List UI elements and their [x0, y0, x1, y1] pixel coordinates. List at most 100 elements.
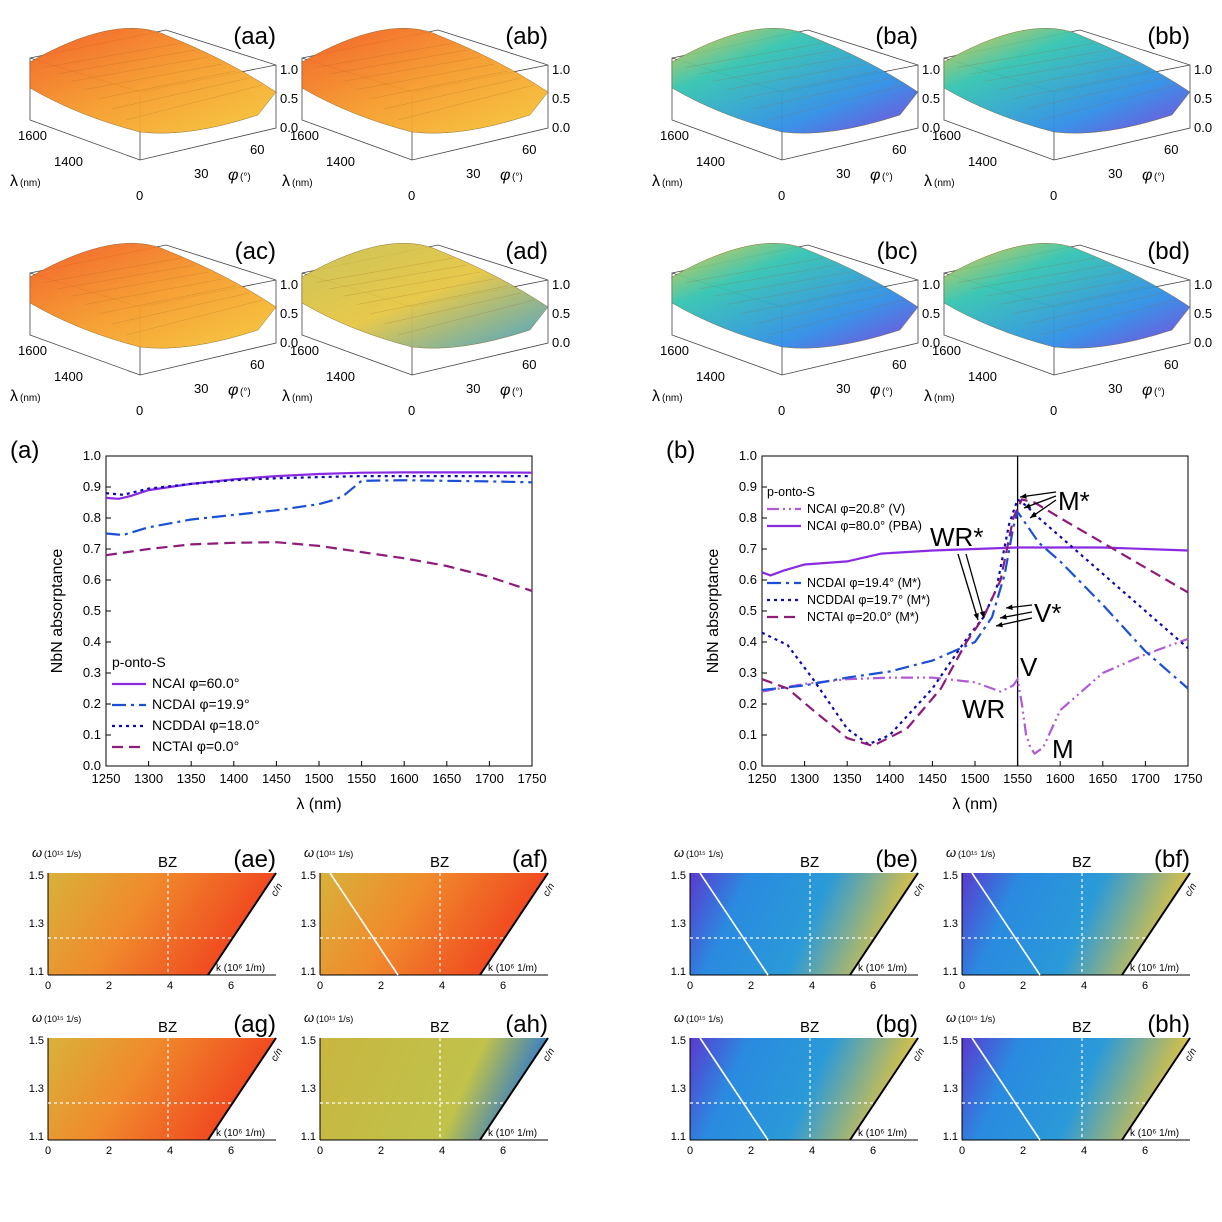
lambda-tick-label: 1600 — [290, 128, 319, 143]
y-axis-label: NbN absorptance — [705, 549, 722, 674]
mesh-line — [985, 56, 1123, 82]
lambda-tick-label: 1600 — [290, 343, 319, 358]
mesh-line — [685, 257, 824, 283]
mesh-line — [1040, 84, 1177, 121]
mesh-line — [713, 271, 851, 297]
phi-tick-label: 30 — [1108, 381, 1122, 396]
x-tick-label: 6 — [870, 1145, 876, 1157]
mesh-line — [384, 292, 522, 325]
lambda-tick-label: 1400 — [696, 369, 725, 384]
mesh-line — [740, 70, 878, 99]
omega-unit: (10¹⁵ 1/s) — [316, 849, 353, 859]
map-panel: (ah) BZ ω (10¹⁵ 1/s) c/n k (10⁶ 1/m) 1.5 1.3 1.1… — [301, 1010, 558, 1157]
x-tick-label: 6 — [870, 980, 876, 992]
annotation-label: V — [1020, 652, 1038, 682]
lambda-tick-label: 1400 — [54, 154, 83, 169]
z-tick-label: 1.0 — [922, 277, 940, 292]
y-tick-label: 0.5 — [83, 603, 101, 618]
z-tick-label: 1.0 — [280, 277, 298, 292]
lambda-tick-label: 1400 — [968, 154, 997, 169]
annotation-label: V* — [1034, 598, 1061, 628]
phi-tick-label: 60 — [250, 357, 264, 372]
lambda-tick-label: 1400 — [326, 369, 355, 384]
cn-label: c/n — [1183, 1046, 1199, 1063]
cn-label: c/n — [541, 1046, 557, 1063]
omega-label: ω — [946, 1010, 956, 1025]
y-tick-label: 0.1 — [739, 727, 757, 742]
panel-label: (ad) — [505, 238, 548, 265]
phi-axis-label: φ — [228, 167, 238, 184]
lambda-tick-label: 1600 — [932, 128, 961, 143]
z-tick-label: 0.0 — [552, 120, 570, 135]
x-tick-label: 1300 — [790, 771, 819, 786]
x-tick-label: 1550 — [1003, 771, 1032, 786]
lambda-unit: (nm) — [20, 178, 41, 189]
x-tick-label: 2 — [378, 1145, 384, 1157]
k-label: k (10⁶ 1/m) — [858, 1128, 907, 1139]
omega-label: ω — [304, 1010, 314, 1025]
surface-mesh — [943, 243, 1191, 349]
phi-tick-label: 60 — [892, 357, 906, 372]
series-line — [761, 546, 1189, 577]
panel-label: (bh) — [1147, 1011, 1190, 1038]
y-tick-label: 0.0 — [83, 758, 101, 773]
lambda-unit: (nm) — [934, 393, 955, 404]
cn-label: c/n — [911, 1046, 927, 1063]
k-label: k (10⁶ 1/m) — [858, 963, 907, 974]
mesh-line — [356, 63, 495, 90]
legend-title: p-onto-S — [112, 654, 166, 670]
x-tick-label: 0 — [317, 1145, 323, 1157]
mesh-line — [384, 77, 522, 110]
x-tick-label: 1750 — [1174, 771, 1203, 786]
map-field — [962, 1038, 1190, 1140]
mesh-line — [985, 271, 1123, 297]
y-tick-label: 0.3 — [83, 665, 101, 680]
y-tick-label: 0.3 — [739, 665, 757, 680]
z-tick-label: 0.0 — [552, 335, 570, 350]
annotation-arrow — [965, 553, 985, 619]
y-tick-label: 1.3 — [301, 1083, 316, 1095]
panel-label: (bd) — [1147, 238, 1190, 265]
z-tick-label: 1.0 — [922, 62, 940, 77]
y-tick-label: 1.3 — [943, 918, 958, 930]
surface-mesh — [671, 28, 919, 134]
mesh-line — [685, 42, 824, 68]
surface-mesh — [943, 28, 1191, 134]
x-tick-label: 0 — [959, 1145, 965, 1157]
z-tick-label: 1.0 — [552, 62, 570, 77]
lambda-unit: (nm) — [662, 393, 683, 404]
cn-label: c/n — [269, 881, 285, 898]
phi-tick-label: 30 — [194, 166, 208, 181]
y-tick-label: 1.3 — [671, 1083, 686, 1095]
phi-tick-label: 30 — [836, 381, 850, 396]
phi-tick-label: 0 — [778, 403, 785, 418]
y-tick-label: 0.1 — [83, 727, 101, 742]
x-tick-label: 1650 — [432, 771, 461, 786]
bz-label: BZ — [430, 1019, 449, 1036]
diffraction-line — [971, 1037, 1041, 1141]
map-field — [690, 1038, 918, 1140]
x-tick-label: 0 — [687, 980, 693, 992]
arrow-head — [979, 611, 985, 618]
mesh-line — [1026, 77, 1164, 110]
z-tick-label: 0.5 — [280, 306, 298, 321]
legend-entry: NCDDAI φ=19.7° (M*) — [807, 593, 930, 607]
x-tick-label: 0 — [687, 1145, 693, 1157]
series-line — [761, 509, 1189, 692]
mesh-line — [768, 299, 905, 336]
mesh-line — [699, 49, 838, 75]
mesh-line — [957, 42, 1096, 68]
x-tick-label: 4 — [1081, 980, 1087, 992]
legend-entry: NCAI φ=20.8° (V) — [807, 502, 905, 516]
legend-entry: NCDAI φ=19.9° — [152, 696, 250, 712]
lambda-tick-label: 1600 — [660, 128, 689, 143]
light-line — [849, 872, 919, 976]
x-tick-label: 0 — [45, 980, 51, 992]
z-tick-label: 0.5 — [922, 91, 940, 106]
mesh-line — [370, 285, 508, 314]
arrow-head — [1006, 604, 1013, 610]
lambda-axis-label: λ — [282, 173, 290, 190]
light-line — [1121, 1037, 1191, 1141]
arrow-head — [996, 621, 1003, 628]
x-tick-label: 6 — [1142, 1145, 1148, 1157]
